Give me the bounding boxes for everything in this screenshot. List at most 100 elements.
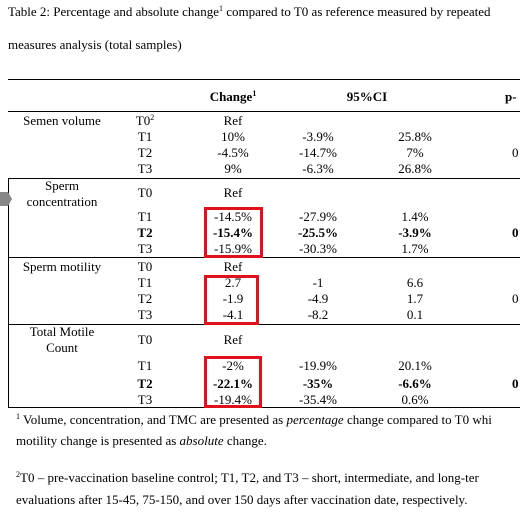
change: 9% [224, 161, 242, 176]
time: T1 [137, 358, 153, 373]
ci-low: -35.4% [299, 392, 337, 407]
footnote-line: motility change is presented as absolute… [16, 433, 267, 449]
row-label: concentration [26, 194, 98, 209]
time: T2 [137, 291, 153, 306]
left-rule [8, 178, 9, 407]
time: T3 [137, 392, 153, 407]
highlight-box [204, 207, 263, 258]
header-note: 1 [252, 89, 257, 98]
change: -19.4% [214, 392, 252, 407]
change: Ref [223, 113, 243, 128]
change: -22.1% [212, 376, 254, 391]
ci-low: -3.9% [302, 129, 334, 144]
footnote-line: 1 Volume, concentration, and TMC are pre… [16, 412, 492, 428]
footnote-emphasis: absolute [179, 433, 224, 448]
header-p: p- [505, 89, 517, 104]
header-rule [8, 111, 520, 112]
time: T02 [135, 113, 155, 128]
ci-high: 1.4% [401, 209, 429, 224]
time: T1 [137, 275, 153, 290]
footnote-line: 2T0 – pre-vaccination baseline control; … [16, 470, 479, 486]
title-text: compared to T0 as reference measured by … [222, 4, 491, 19]
change: -15.9% [214, 241, 252, 256]
header-ci: 95%CI [346, 89, 388, 104]
change: -4.5% [217, 145, 249, 160]
p-value: 0 [512, 145, 519, 160]
change: Ref [223, 259, 243, 274]
title-note: 1 [218, 4, 223, 13]
change: -2% [222, 358, 244, 373]
ci-high: 26.8% [398, 161, 432, 176]
time-note: 2 [150, 113, 155, 122]
top-rule [8, 79, 520, 80]
row-rule [8, 257, 520, 258]
ci-low: -4.9 [307, 291, 329, 306]
row-label: Count [46, 340, 78, 355]
time: T3 [137, 241, 153, 256]
row-label: Total Motile [29, 324, 95, 339]
row-label: Sperm motility [22, 259, 102, 274]
ci-high: 25.8% [398, 129, 432, 144]
change: -1.9 [222, 291, 244, 306]
footnote-text: evaluations after 15-45, 75-150, and ove… [16, 492, 468, 507]
ci-high: 1.7% [401, 241, 429, 256]
time: T2 [137, 225, 153, 240]
p-value: 0 [512, 376, 519, 391]
time: T3 [137, 161, 153, 176]
ci-high: 6.6 [406, 275, 424, 290]
p-value: 0 [512, 225, 519, 240]
time: T0 [137, 259, 153, 274]
change: Ref [223, 332, 243, 347]
ci-low: -6.3% [302, 161, 334, 176]
time: T2 [137, 145, 153, 160]
ci-low: -25.5% [297, 225, 339, 240]
row-label: Sperm [45, 178, 79, 193]
footnote-text: Volume, concentration, and TMC are prese… [20, 412, 287, 427]
title-text: Table 2: Percentage and absolute change [8, 4, 219, 19]
ci-low: -1 [312, 275, 324, 290]
footnote-mark: 2 [16, 470, 20, 479]
change: 10% [221, 129, 245, 144]
time: T0 [137, 185, 153, 200]
time: T2 [137, 376, 153, 391]
row-rule [8, 178, 520, 179]
change: -15.4% [212, 225, 254, 240]
highlight-box [204, 275, 259, 325]
row-label: Semen volume [23, 113, 101, 128]
title-text: measures analysis (total samples) [8, 37, 182, 52]
p-value: 0 [512, 291, 519, 306]
ci-high: 0.6% [401, 392, 429, 407]
ci-low: -27.9% [299, 209, 337, 224]
row-rule [8, 324, 520, 325]
ci-low: -8.2 [307, 307, 329, 322]
header-text: Change [209, 89, 253, 104]
footnote-mark: 1 [16, 412, 20, 421]
change: 2.7 [224, 275, 242, 290]
ci-high: -3.9% [398, 225, 432, 240]
highlight-box [204, 356, 262, 408]
footnote-emphasis: percentage [286, 412, 344, 427]
ci-low: -19.9% [299, 358, 337, 373]
footnote-text: T0 – pre-vaccination baseline control; T… [20, 470, 479, 485]
header-change: Change1 [210, 89, 257, 105]
change: -4.1 [222, 307, 244, 322]
footnote-text: motility change is presented as [16, 433, 180, 448]
side-marker [0, 192, 12, 206]
footnote-line: evaluations after 15-45, 75-150, and ove… [16, 492, 467, 508]
time: T3 [137, 307, 153, 322]
ci-low: -14.7% [299, 145, 337, 160]
ci-high: 20.1% [398, 358, 432, 373]
footnote-text: change. [223, 433, 267, 448]
time: T0 [137, 332, 153, 347]
ci-high: 1.7 [406, 291, 424, 306]
ci-low: -30.3% [299, 241, 337, 256]
title-line: Table 2: Percentage and absolute change1… [8, 4, 491, 20]
ci-low: -35% [302, 376, 334, 391]
change: Ref [223, 185, 243, 200]
change: -14.5% [214, 209, 252, 224]
time: T1 [137, 209, 153, 224]
footnote-text: change compared to T0 whi [343, 412, 492, 427]
ci-high: -6.6% [398, 376, 432, 391]
bottom-rule [8, 407, 520, 408]
